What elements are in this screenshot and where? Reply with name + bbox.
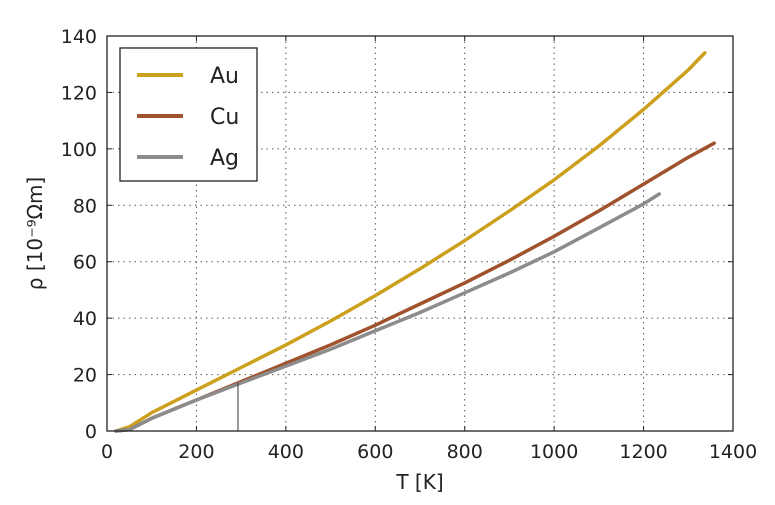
y-tick-label: 140: [61, 26, 97, 48]
x-tick-label: 200: [178, 441, 214, 463]
y-tick-label: 60: [73, 252, 97, 274]
x-tick-label: 600: [357, 441, 393, 463]
y-tick-label: 40: [73, 308, 97, 330]
legend: Au Cu Ag: [119, 47, 258, 182]
y-tick-label: 20: [73, 365, 97, 387]
x-tick-label: 0: [101, 441, 113, 463]
series-line-au: [114, 51, 707, 433]
x-tick-label: 800: [447, 441, 483, 463]
legend-label-au: Au: [210, 64, 239, 89]
plot-frame: [106, 35, 734, 432]
y-axis-label: ρ [10⁻⁹Ωm]: [23, 177, 47, 290]
series-lines: [114, 51, 716, 433]
series-line-ag: [114, 192, 661, 433]
y-tick-label: 0: [85, 421, 97, 443]
legend-label-ag: Ag: [210, 146, 239, 171]
y-tick-label: 80: [73, 195, 97, 217]
x-tick-label: 1400: [709, 441, 757, 463]
x-tick-label: 1200: [619, 441, 667, 463]
y-tick-label: 100: [61, 139, 97, 161]
x-axis-label: T [K]: [395, 470, 443, 494]
x-tick-label: 1000: [530, 441, 578, 463]
axis-ticks: 0 200 400 600 800 1000 1200 1400 0 20 40 60 80 100 120…: [61, 26, 757, 463]
x-tick-label: 400: [268, 441, 304, 463]
legend-label-cu: Cu: [210, 105, 239, 130]
y-tick-label: 120: [61, 82, 97, 104]
series-line-cu: [114, 141, 716, 433]
